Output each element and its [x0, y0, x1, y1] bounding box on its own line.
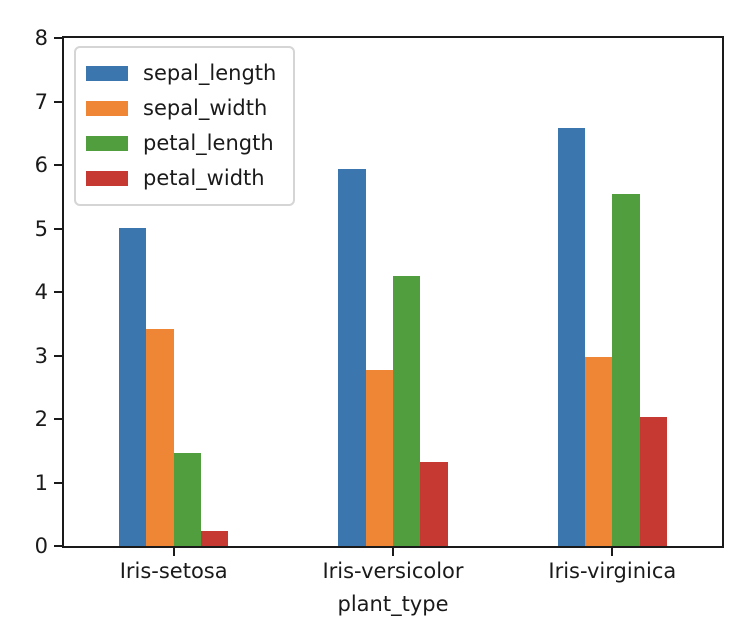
legend-swatch-petal_width	[86, 170, 128, 186]
bar-petal_length-Iris-virginica	[612, 193, 640, 546]
x-axis-title: plant_type	[337, 592, 449, 616]
y-tick-label: 0	[34, 534, 48, 558]
y-tick-label: 7	[34, 89, 48, 114]
y-tick-mark	[54, 164, 62, 166]
y-tick-mark	[54, 481, 62, 484]
x-tick-label-Iris-versicolor: Iris-versicolor	[322, 559, 464, 583]
bar-sepal_width-Iris-versicolor	[365, 370, 393, 546]
x-tick-mark	[392, 548, 394, 556]
y-tick-mark	[54, 100, 62, 103]
y-tick-label: 3	[34, 343, 48, 368]
legend-label-petal_width: petal_width	[143, 166, 265, 190]
legend-swatch-sepal_width	[86, 100, 128, 116]
bar-sepal_width-Iris-setosa	[146, 328, 174, 546]
y-tick-label: 2	[34, 407, 48, 431]
x-tick-label-Iris-virginica: Iris-virginica	[548, 559, 677, 583]
bar-sepal_length-Iris-setosa	[118, 227, 147, 546]
legend-swatch-petal_length	[86, 135, 128, 151]
y-tick-label: 4	[34, 280, 48, 304]
y-tick-mark	[54, 291, 62, 293]
x-tick-mark	[172, 548, 175, 556]
y-tick-mark	[54, 545, 62, 547]
legend-entry-petal_width: petal_width	[86, 165, 276, 191]
y-tick-mark	[54, 354, 62, 357]
y-tick-label: 6	[34, 153, 48, 177]
legend-label-sepal_length: sepal_length	[143, 61, 277, 85]
legend-label-petal_length: petal_length	[143, 131, 274, 155]
x-tick-mark	[611, 548, 614, 556]
bar-petal_width-Iris-virginica	[639, 417, 668, 546]
bar-sepal_width-Iris-virginica	[584, 357, 613, 546]
x-tick-label-Iris-setosa: Iris-setosa	[119, 559, 228, 583]
legend-entry-petal_length: petal_length	[86, 130, 276, 156]
y-tick-mark	[54, 418, 62, 420]
legend-swatch-sepal_length	[86, 65, 128, 81]
y-tick-label: 1	[34, 470, 48, 495]
bar-petal_length-Iris-setosa	[173, 453, 202, 546]
bar-petal_width-Iris-setosa	[201, 530, 229, 546]
legend-entry-sepal_length: sepal_length	[86, 60, 276, 86]
legend-entry-sepal_width: sepal_width	[86, 95, 276, 121]
legend-label-sepal_width: sepal_width	[143, 96, 268, 120]
y-tick-mark	[54, 227, 62, 230]
bar-sepal_length-Iris-virginica	[557, 127, 585, 546]
y-tick-label: 8	[34, 26, 48, 50]
y-tick-mark	[54, 37, 62, 39]
bar-petal_length-Iris-versicolor	[393, 275, 421, 546]
bar-petal_width-Iris-versicolor	[420, 461, 448, 546]
y-tick-label: 5	[34, 216, 48, 241]
bar-sepal_length-Iris-versicolor	[338, 168, 366, 546]
